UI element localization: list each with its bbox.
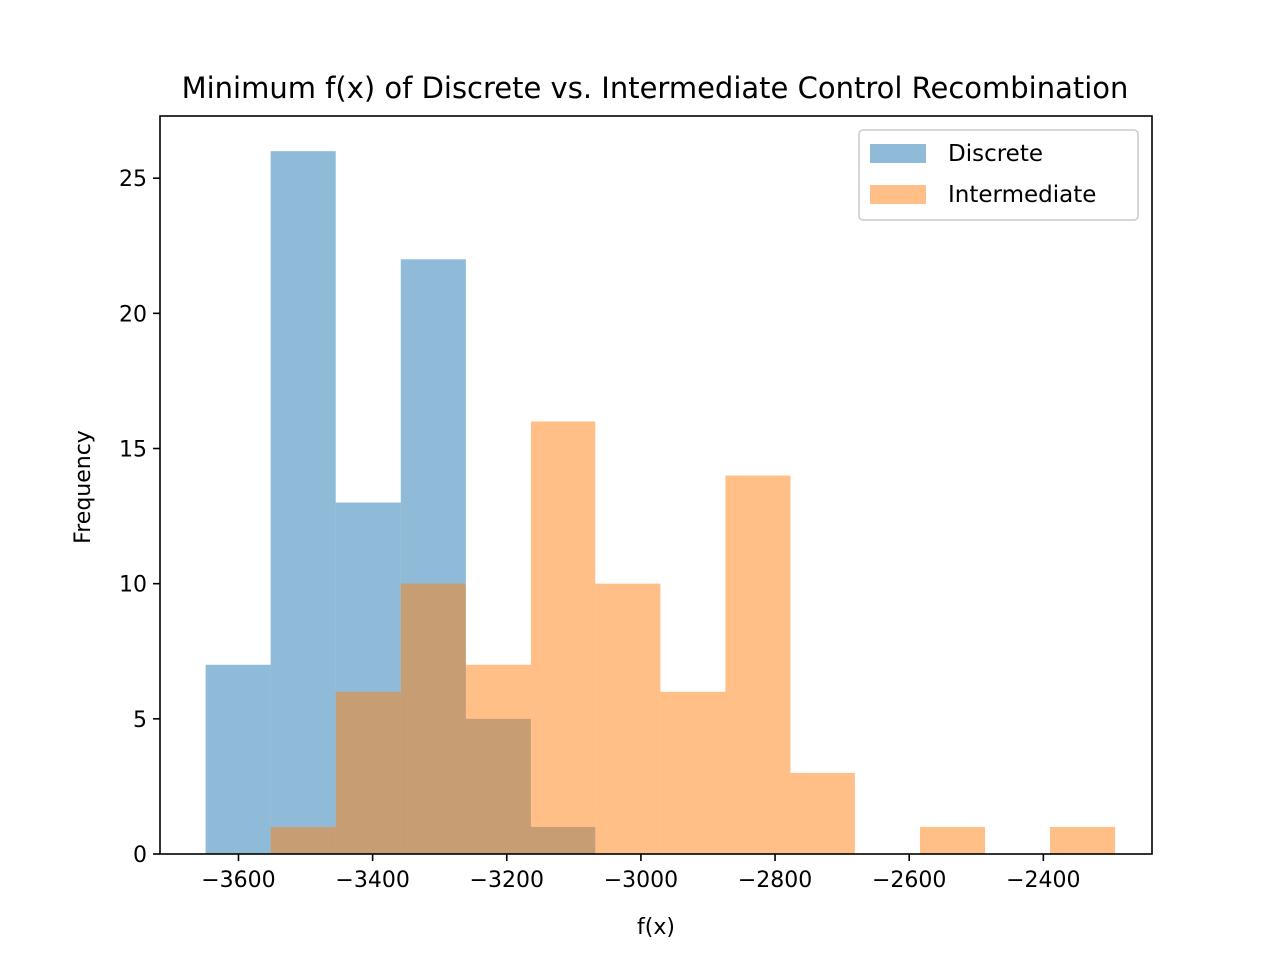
legend-label-discrete: Discrete (948, 141, 1043, 167)
x-tick-label: −3400 (335, 868, 409, 893)
x-axis-ticks: −3600 −3400 −3200 −3000 −2800 −2600 −2400 (201, 854, 1081, 893)
bar-intermediate-5 (595, 583, 661, 854)
legend-box (858, 129, 1139, 221)
y-axis-ticks: 0 5 10 15 20 25 (119, 167, 160, 868)
y-axis-label: Frequency (71, 430, 96, 544)
bar-intermediate-6 (660, 691, 726, 854)
bar-intermediate-1 (335, 691, 401, 854)
bar-discrete-1 (270, 151, 336, 855)
x-tick-label: −2800 (738, 868, 812, 893)
y-tick-label: 5 (133, 708, 147, 733)
bar-intermediate-3 (465, 664, 531, 854)
x-tick-label: −2400 (1006, 868, 1080, 893)
legend-swatch-intermediate (870, 185, 926, 204)
x-tick-label: −2600 (872, 868, 946, 893)
bar-intermediate-12 (1050, 826, 1116, 854)
y-tick-label: 10 (119, 573, 147, 598)
x-tick-label: −3200 (470, 868, 544, 893)
bars-layer (205, 151, 1116, 855)
bar-intermediate-2 (400, 583, 466, 854)
legend-label-intermediate: Intermediate (948, 182, 1096, 208)
x-tick-label: −3000 (604, 868, 678, 893)
plot-frame (159, 115, 1153, 855)
y-tick-label: 15 (119, 438, 147, 463)
bar-intermediate-0 (270, 826, 336, 854)
legend-swatch-discrete (870, 144, 926, 163)
bar-intermediate-8 (790, 772, 855, 854)
bar-intermediate-4 (530, 421, 596, 854)
bar-intermediate-10 (919, 826, 985, 854)
bar-intermediate-7 (725, 475, 791, 854)
legend: Discrete Intermediate (858, 129, 1139, 221)
chart-title: Minimum f(x) of Discrete vs. Intermediat… (182, 71, 1129, 105)
x-tick-label: −3600 (201, 868, 275, 893)
y-tick-label: 25 (119, 167, 147, 192)
y-tick-label: 0 (133, 843, 147, 868)
bar-discrete-0 (205, 664, 271, 854)
x-axis-label: f(x) (637, 915, 675, 940)
y-tick-label: 20 (119, 302, 147, 327)
